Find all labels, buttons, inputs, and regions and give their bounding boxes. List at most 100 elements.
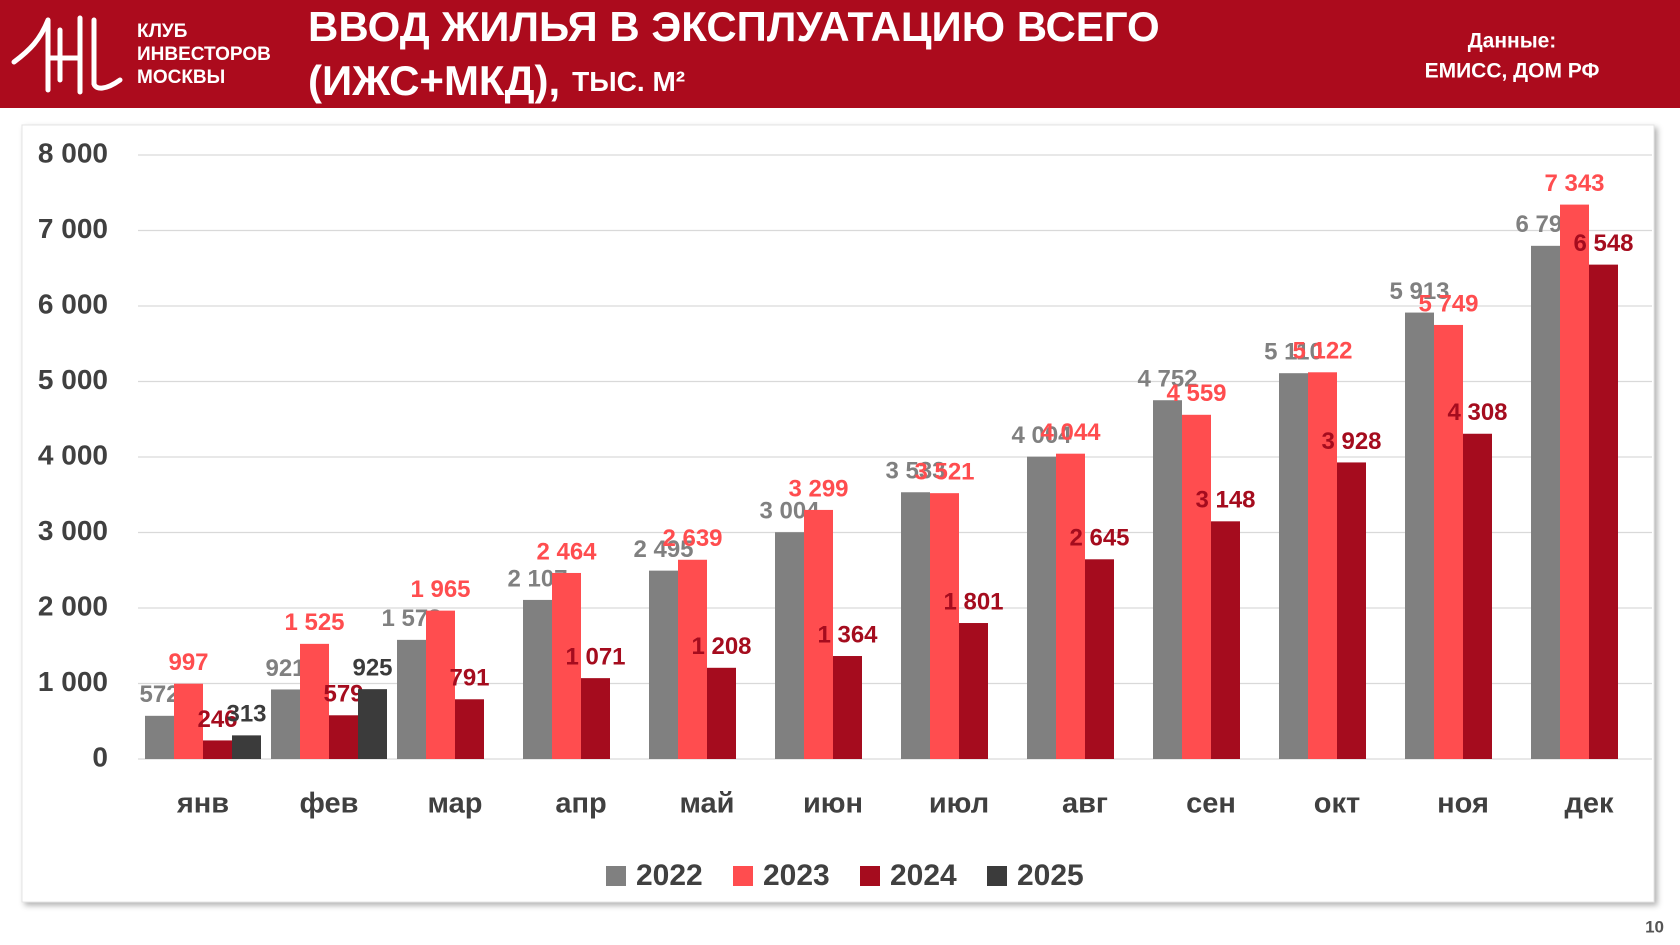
- y-tick-label: 3 000: [38, 515, 108, 546]
- bar: [1463, 433, 1492, 759]
- title: ВВОД ЖИЛЬЯ В ЭКСПЛУАТАЦИЮ ВСЕГО: [308, 3, 1160, 50]
- data-label: 1 965: [410, 576, 470, 603]
- x-tick-label: янв: [176, 788, 229, 820]
- chart-panel: [21, 124, 1655, 903]
- logo-mark: [11, 15, 123, 95]
- data-label: 3 521: [914, 459, 974, 486]
- data-label: 246: [197, 706, 237, 733]
- y-tick-label: 6 000: [38, 288, 108, 319]
- bar: [581, 678, 610, 759]
- y-tick-label: 2 000: [38, 590, 108, 621]
- data-label: 1 801: [943, 588, 1003, 615]
- bar: [1153, 400, 1182, 759]
- legend-label: 2024: [890, 859, 957, 892]
- legend-label: 2025: [1017, 859, 1084, 892]
- bar: [203, 740, 232, 759]
- bar: [959, 623, 988, 759]
- data-label: 4 559: [1166, 380, 1226, 407]
- bar: [552, 572, 581, 759]
- bar: [1531, 245, 1560, 759]
- data-label: 7 343: [1544, 170, 1604, 197]
- y-tick-label: 7 000: [38, 213, 108, 244]
- data-label: 6 548: [1573, 230, 1633, 257]
- y-tick-label: 5 000: [38, 364, 108, 395]
- y-tick-label: 0: [92, 741, 108, 772]
- title: (ИЖС+МКД), ТЫС. М²: [308, 57, 685, 104]
- data-label: 3 533: [885, 458, 945, 485]
- legend-swatch: [987, 866, 1007, 886]
- bar: [1085, 559, 1114, 759]
- y-tick-label: 4 000: [38, 439, 108, 470]
- data-label: 2 639: [662, 525, 722, 552]
- page-number: 10: [1645, 917, 1664, 936]
- logo-text: ИНВЕСТОРОВ: [137, 44, 271, 65]
- data-label: 1 364: [817, 621, 878, 648]
- bar: [678, 559, 707, 759]
- logo-text: МОСКВЫ: [137, 67, 225, 88]
- data-label: 1 525: [284, 609, 344, 636]
- data-label: 313: [226, 701, 266, 728]
- data-label: 4 308: [1447, 399, 1507, 426]
- legend-swatch: [733, 866, 753, 886]
- bar: [358, 689, 387, 759]
- bar: [1308, 372, 1337, 759]
- y-tick-label: 1 000: [38, 666, 108, 697]
- bar: [1279, 373, 1308, 759]
- bar: [300, 643, 329, 759]
- x-tick-label: окт: [1314, 788, 1360, 820]
- data-label: 1 071: [565, 643, 625, 670]
- y-tick-label: 8 000: [38, 137, 108, 168]
- legend-swatch: [860, 866, 880, 886]
- bar: [901, 492, 930, 759]
- x-tick-label: ноя: [1437, 788, 1489, 820]
- data-label: 3 148: [1195, 487, 1255, 514]
- bar: [1182, 414, 1211, 759]
- data-label: 4 044: [1040, 419, 1101, 446]
- bar: [1560, 204, 1589, 759]
- x-tick-label: авг: [1062, 788, 1108, 820]
- data-label: 791: [449, 665, 489, 692]
- header-band: [0, 0, 1680, 108]
- bar: [455, 699, 484, 759]
- x-tick-label: фев: [300, 788, 359, 820]
- legend-label: 2023: [763, 859, 830, 892]
- data-label: 2 464: [536, 538, 597, 565]
- bar: [1405, 312, 1434, 759]
- bar: [232, 735, 261, 759]
- x-tick-label: мар: [428, 788, 483, 820]
- unit: ТЫС. М²: [572, 66, 685, 97]
- x-tick-label: июл: [929, 788, 989, 820]
- data-label: 997: [168, 649, 208, 676]
- bar: [1589, 264, 1618, 759]
- bar: [707, 667, 736, 759]
- x-tick-label: май: [679, 788, 734, 820]
- legend-label: 2022: [636, 859, 703, 892]
- title: (ИЖС+МКД),: [308, 57, 560, 104]
- bar: [523, 599, 552, 759]
- bar: [1211, 521, 1240, 759]
- bar: [833, 656, 862, 759]
- bar: [174, 683, 203, 759]
- bar: [1027, 456, 1056, 759]
- data-label: 4 004: [1011, 422, 1072, 449]
- data-label: 2 495: [633, 536, 693, 563]
- source: ЕМИСС, ДОМ РФ: [1425, 60, 1600, 83]
- logo-text: КЛУБ: [137, 21, 187, 42]
- x-tick-label: дек: [1564, 788, 1614, 820]
- data-label: 572: [139, 681, 179, 708]
- bar: [649, 570, 678, 759]
- data-label: 1 208: [691, 633, 751, 660]
- bar: [329, 715, 358, 759]
- data-label: 925: [352, 655, 392, 682]
- bar: [397, 639, 426, 759]
- data-label: 921: [265, 655, 305, 682]
- data-label: 579: [323, 681, 363, 708]
- bar: [804, 509, 833, 759]
- source: Данные:: [1468, 30, 1557, 53]
- data-label: 4 752: [1137, 366, 1197, 393]
- bar: [1056, 453, 1085, 759]
- bar: [775, 532, 804, 759]
- data-label: 5 913: [1389, 278, 1449, 305]
- bar: [145, 715, 174, 759]
